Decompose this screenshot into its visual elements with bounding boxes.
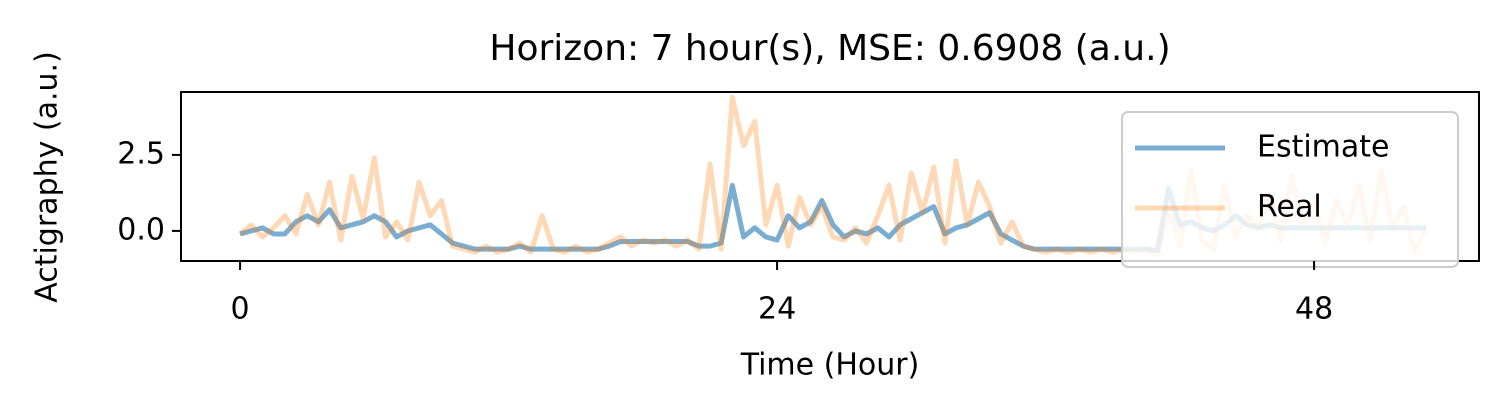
y-tick-label: 2.5 <box>117 136 165 171</box>
y-axis-label: Actigraphy (a.u.) <box>30 51 65 303</box>
chart-title: Horizon: 7 hour(s), MSE: 0.6908 (a.u.) <box>489 28 1170 69</box>
legend-box <box>1121 111 1459 268</box>
plot-frame <box>180 91 1480 262</box>
legend-label: Estimate <box>1257 130 1390 165</box>
x-tick-label: 0 <box>231 292 250 327</box>
legend-label: Real <box>1257 190 1322 225</box>
x-tick-label: 48 <box>1295 292 1333 327</box>
legend: Estimate Real <box>1121 111 1459 268</box>
x-tick-label: 24 <box>758 292 796 327</box>
x-axis-label: Time (Hour) <box>740 348 920 383</box>
y-tick-label: 0.0 <box>117 212 165 247</box>
